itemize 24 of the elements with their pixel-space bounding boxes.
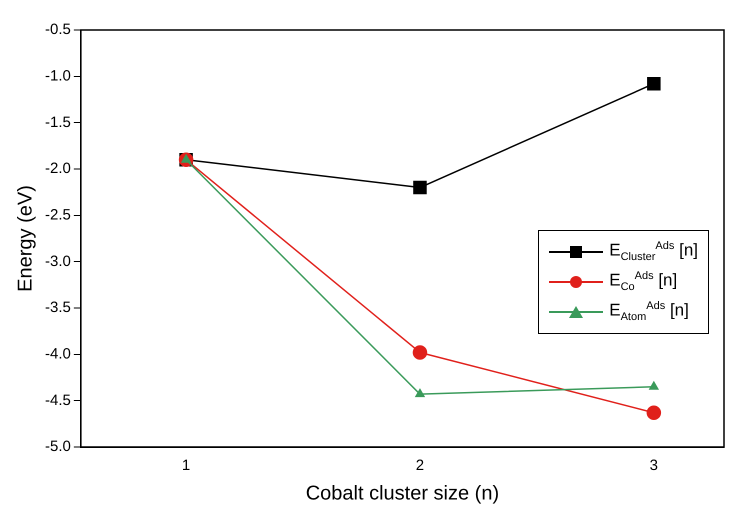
point bbox=[412, 345, 428, 360]
point bbox=[646, 405, 662, 420]
y-tick-label: -3.0 bbox=[44, 252, 71, 270]
y-tick-label: -1.5 bbox=[44, 114, 71, 131]
point bbox=[647, 76, 661, 91]
legend-label: E$_{Atom}$$^{Ads}$ [n] bbox=[609, 300, 689, 324]
y-tick-label: -5.0 bbox=[44, 438, 71, 456]
point bbox=[413, 180, 427, 194]
y-tick-label: -1.0 bbox=[44, 67, 71, 84]
y-tick-label: -2.0 bbox=[44, 160, 71, 178]
x-axis-title: Cobalt cluster size (n) bbox=[306, 482, 500, 505]
point bbox=[649, 382, 658, 390]
y-tick-label: -2.5 bbox=[44, 206, 71, 224]
legend-label: E$_{Cluster}$$^{Ads}$ [n] bbox=[609, 240, 698, 264]
y-tick-label: -3.5 bbox=[44, 299, 71, 316]
y-tick-label: -0.5 bbox=[44, 21, 71, 38]
x-tick-label: 3 bbox=[650, 457, 658, 474]
x-tick-label: 1 bbox=[182, 457, 190, 474]
y-axis-title: Energy (eV) bbox=[14, 185, 37, 292]
x-tick-label: 2 bbox=[416, 457, 424, 474]
point bbox=[415, 388, 425, 398]
y-tick-label: -4.0 bbox=[44, 345, 71, 362]
y-tick-label: -4.5 bbox=[44, 392, 71, 409]
legend-label: E$_{Co}$$^{Ads}$ [n] bbox=[609, 270, 678, 294]
